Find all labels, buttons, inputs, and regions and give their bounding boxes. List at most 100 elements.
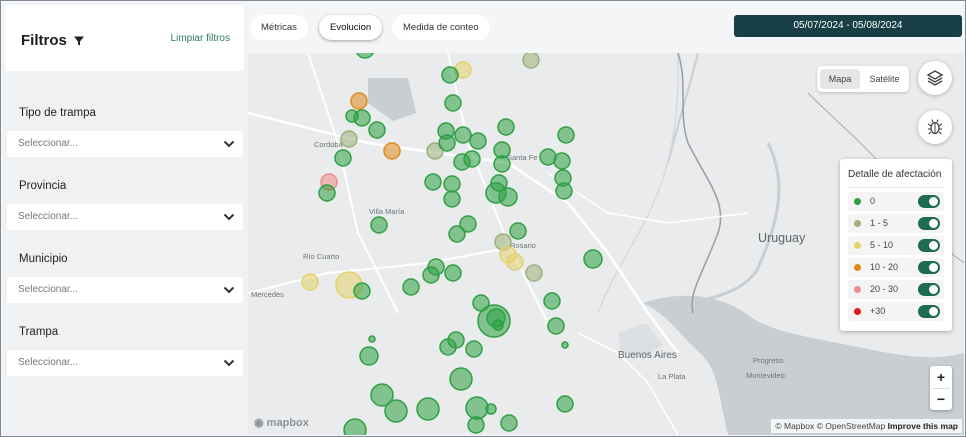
trap-marker[interactable] bbox=[463, 150, 481, 168]
bug-icon bbox=[927, 119, 943, 135]
trap-marker[interactable] bbox=[353, 109, 371, 127]
trap-marker[interactable] bbox=[444, 94, 462, 112]
trap-marker[interactable] bbox=[454, 126, 472, 144]
trap-marker[interactable] bbox=[441, 66, 459, 84]
trap-marker[interactable] bbox=[485, 403, 497, 415]
trap-marker[interactable] bbox=[383, 142, 401, 160]
legend-label: 20 - 30 bbox=[870, 284, 899, 294]
legend-toggle-10-20[interactable] bbox=[918, 261, 940, 274]
trap-marker[interactable] bbox=[340, 130, 358, 148]
trap-marker[interactable] bbox=[492, 319, 504, 331]
trap-marker[interactable] bbox=[509, 222, 527, 240]
legend-toggle-1-5[interactable] bbox=[918, 217, 940, 230]
legend-label: +30 bbox=[870, 306, 886, 316]
trap-marker[interactable] bbox=[438, 134, 456, 152]
tab-medida-de-conteo[interactable]: Medida de conteo bbox=[392, 15, 490, 40]
improve-map-link[interactable]: Improve this map bbox=[887, 421, 958, 431]
trap-marker[interactable] bbox=[448, 225, 466, 243]
tab-evolucion[interactable]: Evolucion bbox=[319, 15, 383, 40]
mapbox-logo[interactable]: ◉ mapbox bbox=[254, 416, 309, 429]
tab-metricas[interactable]: Métricas bbox=[250, 15, 308, 40]
legend-toggle-0[interactable] bbox=[918, 195, 940, 208]
trap-marker[interactable] bbox=[553, 152, 571, 170]
pest-button[interactable] bbox=[918, 110, 952, 144]
clear-filters-link[interactable]: Limpiar filtros bbox=[170, 33, 230, 44]
trap-marker[interactable] bbox=[556, 395, 574, 413]
trap-marker[interactable] bbox=[422, 266, 440, 284]
trap-marker[interactable] bbox=[497, 118, 515, 136]
legend-label: 5 - 10 bbox=[870, 240, 894, 250]
trap-type-select[interactable]: Seleccionar... bbox=[7, 131, 243, 157]
date-range-picker[interactable]: 05/07/2024 - 05/08/2024 bbox=[734, 15, 962, 37]
trap-marker[interactable] bbox=[368, 335, 376, 343]
legend-dot bbox=[854, 264, 861, 271]
trap-marker[interactable] bbox=[561, 341, 569, 349]
label-montevideo: Montevideo bbox=[746, 371, 785, 380]
legend-dot bbox=[854, 286, 861, 293]
trap-marker[interactable] bbox=[506, 253, 524, 271]
trap-marker[interactable] bbox=[543, 292, 561, 310]
zoom-in-button[interactable]: + bbox=[936, 369, 946, 385]
trap-marker[interactable] bbox=[416, 397, 440, 421]
trap-marker[interactable] bbox=[525, 264, 543, 282]
legend-toggle-20-30[interactable] bbox=[918, 283, 940, 296]
trap-marker[interactable] bbox=[459, 215, 477, 233]
label-la-plata: La Plata bbox=[658, 372, 686, 381]
trap-marker[interactable] bbox=[469, 132, 487, 150]
trap-marker[interactable] bbox=[353, 282, 371, 300]
trap-marker[interactable] bbox=[443, 190, 461, 208]
filter-label-province: Provincia bbox=[19, 180, 67, 192]
trap-marker[interactable] bbox=[301, 273, 319, 291]
trap-marker[interactable] bbox=[522, 53, 540, 69]
trap-marker[interactable] bbox=[583, 249, 603, 269]
trap-select[interactable]: Seleccionar... bbox=[7, 350, 243, 376]
trap-marker[interactable] bbox=[384, 399, 408, 423]
trap-marker[interactable] bbox=[370, 383, 394, 407]
trap-marker[interactable] bbox=[359, 346, 379, 366]
trap-marker[interactable] bbox=[493, 155, 511, 173]
trap-marker[interactable] bbox=[424, 173, 442, 191]
municipality-select[interactable]: Seleccionar... bbox=[7, 277, 243, 303]
chevron-down-icon bbox=[223, 140, 235, 148]
trap-marker[interactable] bbox=[439, 338, 457, 356]
map-attribution: © Mapbox © OpenStreetMap Improve this ma… bbox=[771, 419, 962, 433]
label-rio-cuarto: Río Cuarto bbox=[303, 252, 340, 261]
trap-marker[interactable] bbox=[465, 340, 483, 358]
map-style-mapa[interactable]: Mapa bbox=[820, 69, 860, 89]
trap-marker[interactable] bbox=[343, 418, 367, 435]
trap-marker[interactable] bbox=[465, 396, 489, 420]
trap-marker[interactable] bbox=[334, 149, 352, 167]
trap-marker[interactable] bbox=[449, 367, 473, 391]
zoom-out-button[interactable]: − bbox=[936, 391, 946, 407]
trap-marker[interactable] bbox=[356, 53, 374, 59]
trap-marker[interactable] bbox=[557, 126, 575, 144]
legend-toggle-30-plus[interactable] bbox=[918, 305, 940, 318]
trap-placeholder: Seleccionar... bbox=[18, 357, 79, 368]
trap-marker[interactable] bbox=[318, 184, 336, 202]
map-canvas[interactable]: Uruguay Buenos Aires Cordoba Santa Fe Vi… bbox=[248, 53, 964, 435]
trap-marker[interactable] bbox=[402, 278, 420, 296]
trap-marker[interactable] bbox=[368, 121, 386, 139]
legend-dot bbox=[854, 308, 861, 315]
layers-button[interactable] bbox=[918, 61, 952, 95]
province-select[interactable]: Seleccionar... bbox=[7, 204, 243, 230]
map-style-toggle: Mapa Satélite bbox=[817, 66, 909, 92]
trap-marker[interactable] bbox=[498, 187, 518, 207]
trap-marker[interactable] bbox=[490, 174, 508, 192]
trap-marker[interactable] bbox=[443, 175, 461, 193]
trap-marker[interactable] bbox=[467, 416, 485, 434]
trap-marker[interactable] bbox=[555, 182, 573, 200]
trap-marker[interactable] bbox=[444, 264, 462, 282]
label-rosario: Rosario bbox=[510, 241, 536, 250]
label-uruguay: Uruguay bbox=[758, 231, 806, 245]
legend-toggle-5-10[interactable] bbox=[918, 239, 940, 252]
trap-marker[interactable] bbox=[350, 92, 368, 110]
trap-marker[interactable] bbox=[547, 317, 565, 335]
mapbox-logo-text: mapbox bbox=[266, 417, 309, 429]
trap-marker[interactable] bbox=[500, 414, 518, 432]
trap-marker[interactable] bbox=[426, 142, 444, 160]
legend-dot bbox=[854, 198, 861, 205]
map-style-satelite[interactable]: Satélite bbox=[869, 74, 900, 84]
trap-marker[interactable] bbox=[370, 216, 388, 234]
chevron-down-icon bbox=[223, 213, 235, 221]
